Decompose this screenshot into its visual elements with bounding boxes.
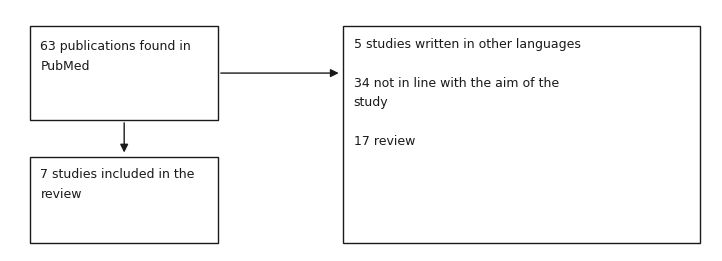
- Bar: [30, 26, 218, 120]
- Text: 5 studies written in other languages

34 not in line with the aim of the
study

: 5 studies written in other languages 34 …: [354, 38, 580, 148]
- Text: 63 publications found in
PubMed: 63 publications found in PubMed: [40, 40, 191, 73]
- Bar: [30, 157, 218, 243]
- Text: 7 studies included in the
review: 7 studies included in the review: [40, 168, 195, 201]
- Bar: [343, 26, 700, 243]
